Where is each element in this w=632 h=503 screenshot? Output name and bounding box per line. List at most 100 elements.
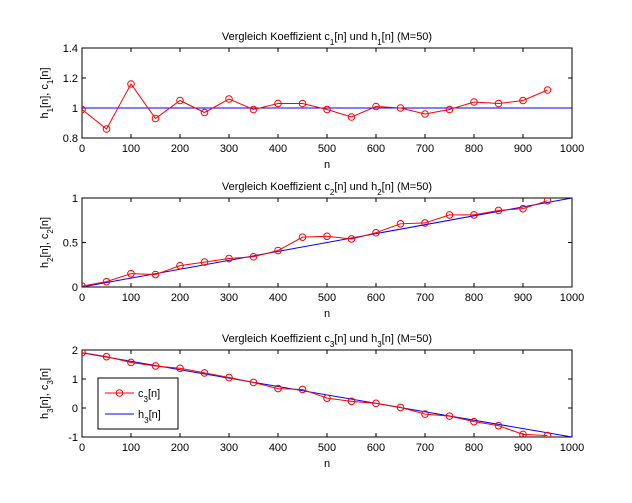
series-line-c1n	[82, 83, 548, 130]
x-tick-label: 500	[318, 442, 336, 454]
data-point	[543, 86, 552, 94]
data-point	[298, 385, 307, 394]
data-point	[396, 403, 405, 412]
x-tick-label: 1000	[560, 442, 584, 454]
y-tick-label: 0	[72, 403, 78, 415]
data-point	[519, 430, 527, 437]
x-tick-label: 700	[416, 143, 434, 155]
data-point	[372, 102, 380, 111]
legend-label: c3[n]	[138, 388, 160, 404]
x-axis-label: n	[324, 159, 330, 171]
x-tick-label: 300	[220, 442, 238, 454]
data-point	[421, 410, 429, 418]
x-tick-label: 700	[416, 442, 434, 454]
x-tick-label: 200	[171, 143, 189, 155]
y-axis-label: h2[n], c2[n]	[39, 217, 55, 268]
data-point	[225, 373, 233, 382]
x-tick-label: 1000	[560, 143, 584, 155]
data-point	[347, 235, 356, 243]
data-point	[274, 246, 282, 255]
data-point	[225, 95, 233, 103]
x-tick-label: 0	[79, 292, 85, 304]
data-point	[519, 96, 527, 105]
data-point	[274, 384, 282, 393]
data-point	[470, 98, 478, 106]
data-point	[494, 421, 503, 430]
y-tick-label: 1	[72, 103, 78, 115]
y-tick-label: 0.5	[63, 238, 78, 250]
x-tick-label: 0	[79, 442, 85, 454]
data-point	[200, 258, 209, 266]
x-tick-label: 800	[465, 143, 483, 155]
data-point	[127, 358, 135, 367]
data-point	[102, 125, 111, 133]
y-tick-label: -1	[68, 432, 78, 444]
x-tick-label: 800	[465, 442, 483, 454]
legend-swatch-marker	[115, 389, 124, 397]
data-point	[372, 228, 380, 237]
data-point	[494, 99, 503, 108]
x-tick-label: 200	[171, 292, 189, 304]
plot-area	[82, 350, 572, 437]
data-point	[470, 417, 478, 426]
data-point	[445, 211, 454, 219]
legend-box	[97, 377, 179, 430]
x-tick-label: 600	[367, 292, 385, 304]
y-tick-label: 1.2	[63, 73, 78, 85]
plot-area	[82, 80, 572, 133]
chart-title: Vergleich Koeffizient c2[n] und h2[n] (M…	[222, 181, 432, 197]
x-tick-label: 600	[367, 442, 385, 454]
x-tick-label: 400	[269, 292, 287, 304]
y-tick-label: 1.4	[63, 43, 78, 55]
y-tick-label: 1	[72, 193, 78, 205]
y-tick-label: 0.8	[63, 133, 78, 145]
axes-frame	[81, 47, 573, 139]
series-line-c2n	[82, 200, 548, 287]
data-point	[519, 204, 527, 213]
x-tick-label: 100	[122, 442, 140, 454]
data-point	[249, 252, 258, 261]
data-point	[151, 362, 160, 370]
x-tick-label: 1000	[560, 292, 584, 304]
data-point	[102, 352, 111, 361]
data-point	[347, 397, 356, 406]
data-point	[543, 198, 552, 205]
data-point	[82, 350, 86, 357]
data-point	[298, 233, 307, 241]
x-tick-label: 900	[514, 143, 532, 155]
x-tick-label: 300	[220, 143, 238, 155]
x-tick-label: 400	[269, 442, 287, 454]
data-point	[421, 110, 429, 118]
data-point	[102, 277, 111, 286]
chart-title: Vergleich Koeffizient c1[n] und h1[n] (M…	[222, 31, 432, 47]
data-point	[323, 394, 331, 402]
data-point	[396, 104, 405, 112]
x-tick-label: 600	[367, 143, 385, 155]
subplot-3: 0 100 200 300 400 500 600 700 800 900 1000-1012Ver…	[39, 333, 584, 470]
x-tick-label: 800	[465, 292, 483, 304]
data-point	[323, 232, 331, 241]
x-tick-label: 300	[220, 292, 238, 304]
data-point	[225, 254, 233, 263]
data-point	[274, 99, 282, 108]
data-point	[151, 270, 160, 279]
data-point	[127, 269, 135, 278]
data-point	[200, 369, 209, 377]
x-axis-label: n	[324, 308, 330, 320]
data-point	[200, 108, 209, 117]
data-point	[249, 105, 258, 114]
y-axis-label: h3[n], c3[n]	[39, 368, 55, 419]
data-point	[445, 105, 454, 114]
data-point	[82, 105, 86, 114]
plot-area	[82, 198, 572, 287]
x-tick-label: 500	[318, 292, 336, 304]
data-point	[176, 364, 184, 373]
x-tick-label: 0	[79, 143, 85, 155]
x-tick-label: 900	[514, 442, 532, 454]
x-axis-label: n	[324, 458, 330, 470]
data-point	[470, 211, 478, 219]
data-point	[249, 378, 258, 387]
data-point	[176, 261, 184, 270]
y-tick-label: 2	[72, 345, 78, 357]
subplot-2: 0 100 200 300 400 500 600 700 800 900 1000 0 0.5 1 Ver…	[39, 181, 584, 320]
